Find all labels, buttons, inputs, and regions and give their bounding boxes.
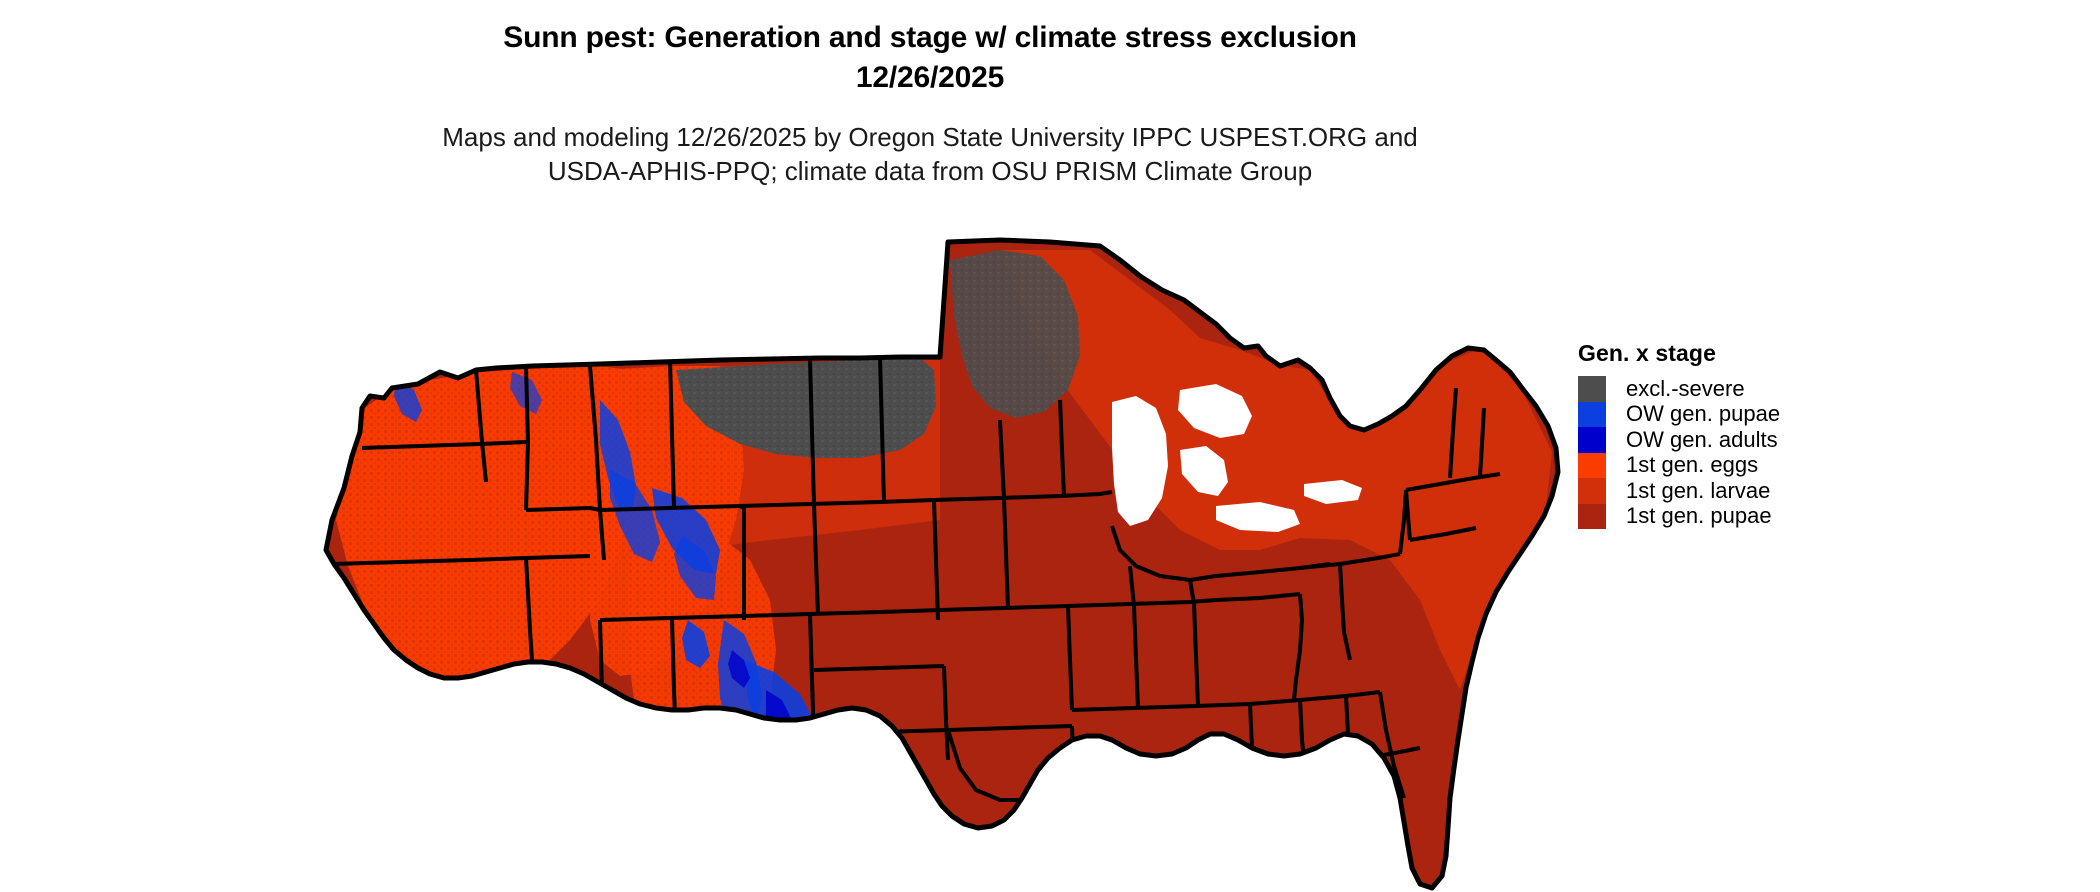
layer-excl-severe: [676, 250, 1080, 458]
legend-row: OW gen. adults: [1578, 427, 1878, 453]
legend-row: excl.-severe: [1578, 376, 1878, 402]
region-gray-montana-nd: [676, 358, 936, 458]
title-line-2: 12/26/2025: [855, 60, 1005, 94]
legend-title: Gen. x stage: [1578, 340, 1716, 366]
legend-row: 1st gen. eggs: [1578, 452, 1878, 478]
legend-row: OW gen. pupae: [1578, 401, 1878, 427]
legend-swatch: [1578, 478, 1606, 504]
region-blue-cascades-north: [394, 380, 422, 422]
us-map-svg: [323, 237, 1561, 891]
lake-huron: [1180, 446, 1228, 496]
legend-label: OW gen. pupae: [1626, 401, 1781, 427]
national-outline: [323, 237, 1561, 891]
region-darkblue-wasatch-peak: [728, 650, 750, 688]
region-eggs-southwest-highlands: [620, 750, 780, 888]
region-blue-san-juan: [750, 748, 782, 802]
legend-swatch: [1578, 452, 1606, 478]
region-darkblue-sierra-crest: [472, 716, 494, 756]
region-blue-sierra-nevada: [462, 688, 500, 776]
legend-label: excl.-severe: [1626, 375, 1745, 401]
lake-erie: [1216, 502, 1300, 532]
legend-items: excl.-severe OW gen. pupae OW gen. adults 1…: [1578, 376, 1878, 529]
lake-michigan: [1112, 396, 1168, 526]
region-larvae-northeast: [1000, 250, 1552, 690]
region-blue-uinta: [682, 620, 710, 668]
legend-label: 1st gen. eggs: [1626, 452, 1759, 478]
figure-subtitle: Maps and modeling 12/26/2025 by Oregon S…: [0, 120, 1860, 189]
legend-swatch: [1578, 503, 1606, 529]
legend-swatch: [1578, 401, 1606, 427]
figure-title: Sunn pest: Generation and stage w/ clima…: [0, 18, 1860, 98]
legend-label: 1st gen. larvae: [1626, 477, 1771, 503]
lake-ontario: [1304, 480, 1362, 504]
legend-row: 1st gen. larvae: [1578, 478, 1878, 504]
legend-swatch: [1578, 427, 1606, 453]
title-line-1: Sunn pest: Generation and stage w/ clima…: [503, 21, 1357, 54]
map-legend: Gen. x stage excl.-severe OW gen. pupae OW…: [1578, 340, 1878, 529]
legend-row: 1st gen. pupae: [1578, 503, 1878, 529]
subtitle-line-2: USDA-APHIS-PPQ; climate data from OSU PR…: [547, 156, 1313, 187]
lake-superior-east: [1178, 384, 1252, 438]
legend-label: 1st gen. pupae: [1626, 503, 1772, 529]
subtitle-line-1: Maps and modeling 12/26/2025 by Oregon S…: [442, 122, 1418, 152]
region-blue-salmon-river: [610, 470, 660, 562]
legend-label: OW gen. adults: [1626, 426, 1778, 452]
us-map: [300, 220, 1570, 892]
legend-swatch: [1578, 376, 1606, 402]
region-eggs-pacific-northwest: [336, 366, 636, 698]
region-gray-northern-minnesota: [950, 250, 1080, 418]
region-blue-wind-river: [674, 536, 716, 600]
layer-great-lakes: [1112, 384, 1362, 532]
